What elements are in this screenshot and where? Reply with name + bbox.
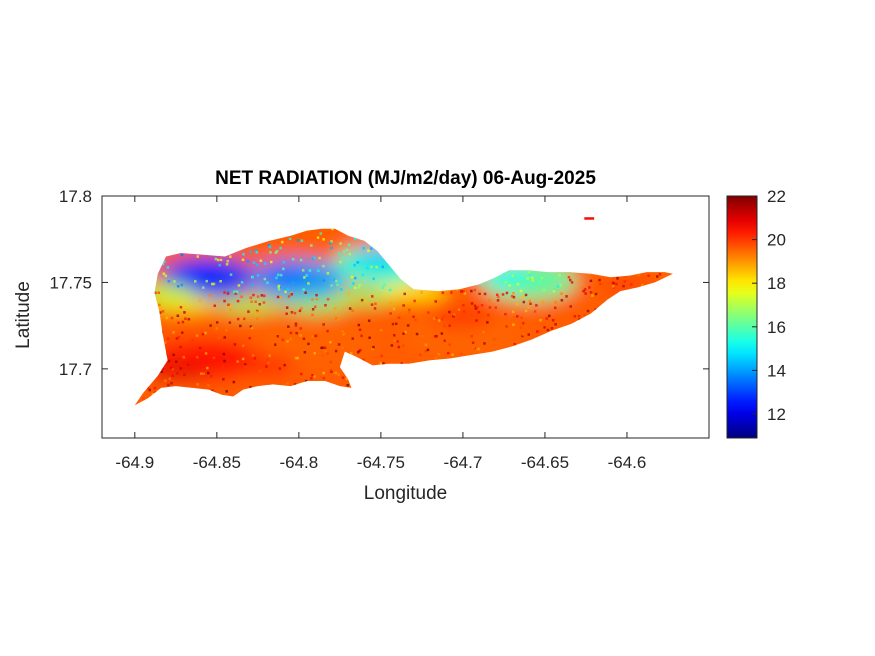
y-tick-label: 17.75 [49, 273, 92, 292]
colorbar-tick-label: 12 [767, 405, 786, 424]
colorbar-tick-label: 16 [767, 318, 786, 337]
colorbar-tick-label: 22 [767, 187, 786, 206]
y-tick-label: 17.7 [59, 360, 92, 379]
colorbar-axis: 12 14 16 18 20 22 [752, 187, 786, 424]
x-tick-label: -64.8 [279, 453, 318, 472]
x-tick-label: -64.7 [444, 453, 483, 472]
x-tick-label: -64.9 [115, 453, 154, 472]
colorbar-tick-label: 20 [767, 231, 786, 250]
x-tick-label: -64.65 [521, 453, 569, 472]
x-axis-label: Longitude [364, 483, 447, 504]
y-axis: 17.7 17.75 17.8 [49, 187, 709, 379]
x-tick-label: -64.6 [608, 453, 647, 472]
axes-frame [101, 195, 710, 439]
y-axis-label: Latitude [13, 281, 34, 349]
x-axis: -64.9 -64.85 -64.8 -64.75 -64.7 -64.65 -64.6 [115, 196, 646, 472]
y-tick-label: 17.8 [59, 187, 92, 206]
colorbar-tick-label: 14 [767, 361, 786, 380]
colorbar-tick-label: 18 [767, 274, 786, 293]
chart-title: NET RADIATION (MJ/m2/day) 06-Aug-2025 [215, 168, 596, 189]
x-tick-label: -64.85 [193, 453, 241, 472]
colorbar [726, 195, 758, 439]
x-tick-label: -64.75 [357, 453, 405, 472]
